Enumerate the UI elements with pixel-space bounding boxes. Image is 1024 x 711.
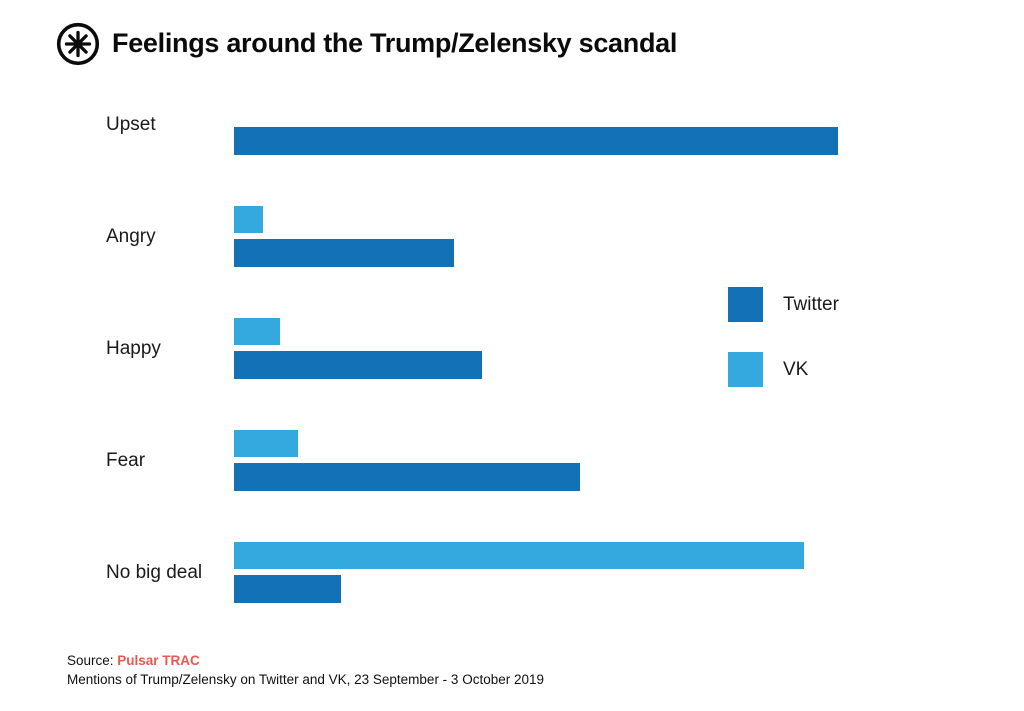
twitter-swatch-icon — [728, 287, 763, 322]
legend-label-twitter: Twitter — [783, 293, 839, 315]
category-label: Fear — [106, 450, 146, 471]
twitter-bar — [234, 463, 580, 491]
twitter-bar — [234, 351, 482, 379]
header: Feelings around the Trump/Zelensky scand… — [0, 0, 1024, 80]
legend-label-vk: VK — [783, 358, 809, 380]
twitter-bar — [234, 127, 838, 155]
category-label: Upset — [106, 114, 156, 135]
twitter-bar — [234, 239, 454, 267]
category-label: No big deal — [106, 562, 203, 583]
source-label: Source: — [67, 653, 118, 668]
footer: Source: Pulsar TRAC Mentions of Trump/Ze… — [67, 651, 544, 689]
category-label: Happy — [106, 338, 161, 359]
twitter-bar — [234, 575, 341, 603]
vk-bar — [234, 542, 804, 569]
vk-bar — [234, 206, 263, 233]
pulsar-asterisk-logo-icon — [56, 22, 100, 66]
source-link[interactable]: Pulsar TRAC — [117, 653, 200, 668]
bar-chart: Upset Angry Happy Fear No big deal — [106, 114, 838, 603]
vk-bar — [234, 430, 298, 457]
category-label: Angry — [106, 226, 156, 247]
vk-bar — [234, 318, 280, 345]
vk-swatch-icon — [728, 352, 763, 387]
source-line: Source: Pulsar TRAC — [67, 651, 544, 670]
page-title: Feelings around the Trump/Zelensky scand… — [112, 28, 678, 58]
caption: Mentions of Trump/Zelensky on Twitter an… — [67, 672, 544, 687]
